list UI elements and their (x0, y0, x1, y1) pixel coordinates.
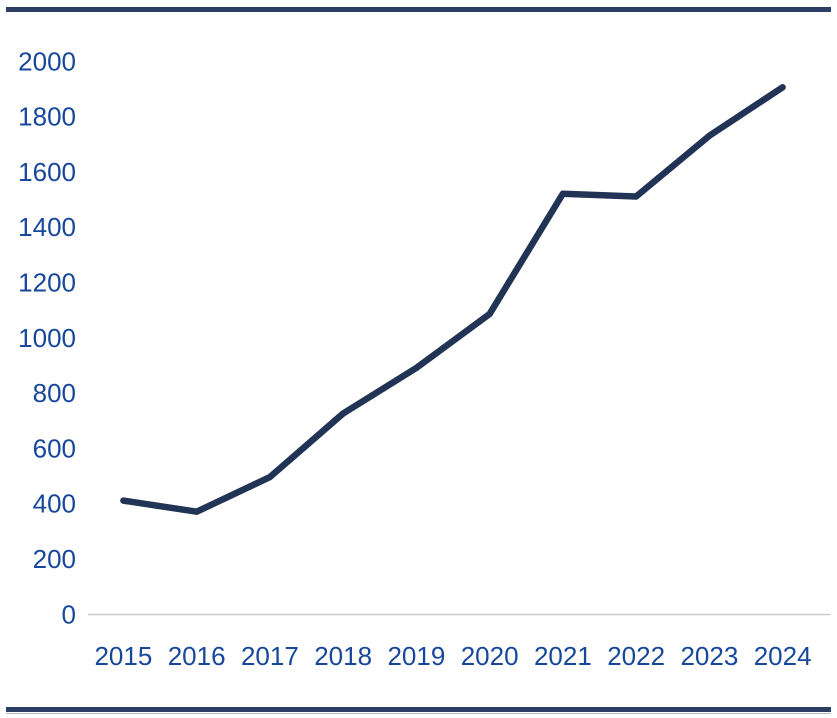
y-tick-label: 1800 (18, 102, 76, 132)
x-tick-label: 2021 (534, 641, 592, 671)
x-tick-label: 2024 (754, 641, 812, 671)
y-tick-label: 0 (62, 599, 76, 629)
y-tick-label: 2000 (18, 46, 76, 76)
y-tick-label: 200 (33, 544, 76, 574)
x-tick-label: 2017 (241, 641, 299, 671)
y-tick-label: 800 (33, 378, 76, 408)
x-tick-label: 2019 (387, 641, 445, 671)
x-tick-label: 2020 (461, 641, 519, 671)
x-tick-label: 2018 (314, 641, 372, 671)
top-rule (6, 7, 831, 12)
y-tick-label: 600 (33, 433, 76, 463)
x-tick-label: 2023 (680, 641, 738, 671)
bottom-rule (6, 707, 831, 712)
bottom-rule-thin-line (6, 712, 831, 714)
y-tick-label: 1400 (18, 212, 76, 242)
y-tick-label: 1200 (18, 268, 76, 298)
y-tick-label: 1600 (18, 157, 76, 187)
y-tick-label: 400 (33, 489, 76, 519)
y-tick-label: 1000 (18, 323, 76, 353)
x-tick-label: 2022 (607, 641, 665, 671)
x-tick-label: 2016 (168, 641, 226, 671)
x-tick-label: 2015 (94, 641, 152, 671)
data-series-line (120, 84, 786, 515)
